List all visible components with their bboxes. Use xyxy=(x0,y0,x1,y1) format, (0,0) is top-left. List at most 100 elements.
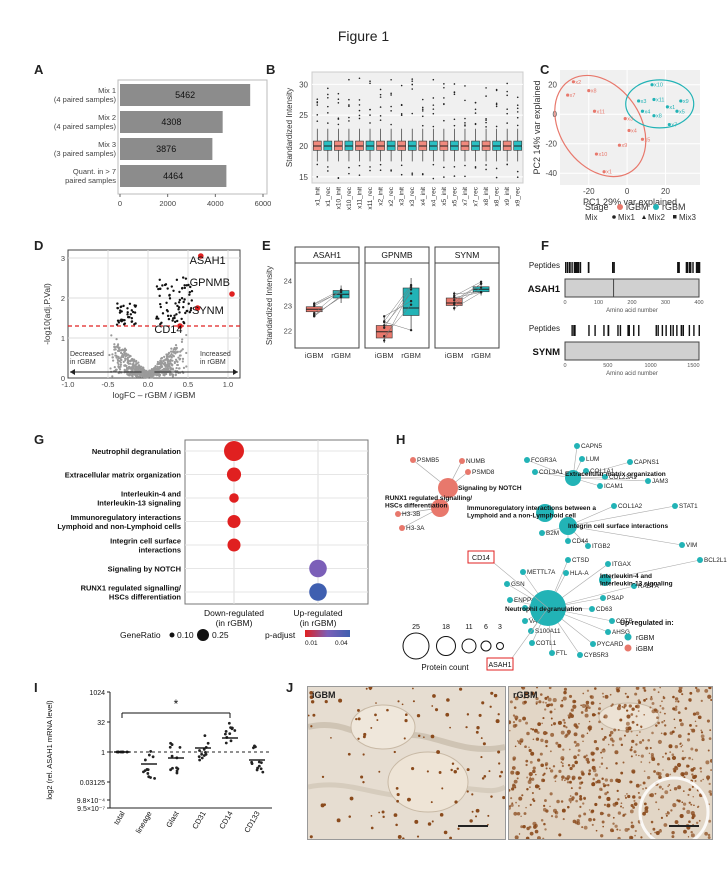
significant-point xyxy=(134,304,138,307)
significant-point xyxy=(177,301,181,304)
outlier-point xyxy=(348,166,350,169)
data-point xyxy=(175,769,179,773)
stain-dot xyxy=(648,761,651,764)
peptide-mark xyxy=(575,262,578,273)
stain-dot xyxy=(660,816,664,819)
network-node xyxy=(549,650,555,656)
data-point xyxy=(175,366,178,370)
point-label: x9 xyxy=(683,99,689,105)
data-point xyxy=(161,368,165,372)
stain-dot xyxy=(407,797,411,802)
legend-title-mix: Mix xyxy=(585,213,597,222)
stain-dot xyxy=(658,775,662,780)
stain-dot xyxy=(518,719,522,723)
stain-dot xyxy=(580,734,585,738)
peptide-mark xyxy=(568,262,571,273)
stain-dot xyxy=(661,721,664,724)
stain-dot xyxy=(609,737,614,741)
color-bar-label: 0.04 xyxy=(335,640,348,647)
hub-label: Neutrophil degranulation xyxy=(505,606,582,613)
stain-dot xyxy=(617,728,620,731)
data-point xyxy=(566,93,570,97)
stain-dot xyxy=(438,771,442,774)
stain-dot xyxy=(605,767,608,770)
stain-dot xyxy=(571,764,576,768)
stain-dot xyxy=(682,750,684,752)
peptide-mark xyxy=(574,262,576,273)
data-point xyxy=(164,363,167,366)
stain-dot xyxy=(560,761,563,763)
point-label: x10 xyxy=(654,83,663,89)
stain-dot xyxy=(568,797,573,802)
stain-dot xyxy=(338,698,343,703)
stain-dot xyxy=(543,804,546,807)
network-edge xyxy=(572,477,649,482)
significant-point xyxy=(181,286,184,290)
peptide-mark xyxy=(617,325,619,336)
stain-dot xyxy=(662,695,665,698)
gene-label: PYCARD xyxy=(597,641,624,648)
outlier-point xyxy=(369,108,371,111)
stain-dot xyxy=(599,766,601,768)
y-axis-label: Standardized Intensity xyxy=(265,266,274,345)
y-axis-label: PC2 14% var explained xyxy=(532,80,542,174)
stain-dot xyxy=(549,805,551,808)
stain-dot xyxy=(498,774,502,778)
data-point xyxy=(121,352,124,356)
gene-label: LUM xyxy=(586,456,599,463)
significant-point xyxy=(187,302,190,305)
stain-dot xyxy=(640,754,644,758)
legend-size-label: 0.25 xyxy=(212,630,229,640)
highlight-point xyxy=(194,305,201,311)
stain-dot xyxy=(518,804,520,807)
stain-dot xyxy=(709,792,712,796)
peptide-mark xyxy=(603,325,605,336)
stain-dot xyxy=(535,696,539,701)
stain-dot xyxy=(489,705,492,708)
stain-dot xyxy=(586,760,590,764)
outlier-point xyxy=(453,175,456,177)
stain-dot xyxy=(588,769,592,772)
significant-point xyxy=(161,312,165,315)
stain-dot xyxy=(690,830,693,834)
point-label: x2 xyxy=(575,80,581,86)
stain-dot xyxy=(681,744,684,747)
stain-dot xyxy=(574,760,578,765)
stain-dot xyxy=(549,750,552,753)
stain-dot xyxy=(630,730,633,733)
data-point xyxy=(117,363,120,366)
peptide-mark xyxy=(638,325,640,336)
data-point xyxy=(117,365,120,368)
network-node xyxy=(565,538,571,544)
stain-dot xyxy=(639,731,641,733)
stain-dot xyxy=(614,824,618,828)
bar-value-label: 5462 xyxy=(175,90,195,100)
outlier-point xyxy=(506,94,508,97)
stain-dot xyxy=(431,820,434,823)
stain-dot xyxy=(708,737,712,741)
stain-dot xyxy=(604,694,609,699)
point-label: x11 xyxy=(656,97,664,103)
plot-background xyxy=(311,71,524,184)
stain-dot xyxy=(684,707,688,710)
data-point xyxy=(168,365,171,368)
data-point xyxy=(313,314,316,318)
paired-line xyxy=(383,284,412,322)
stain-dot xyxy=(598,795,602,799)
stain-dot xyxy=(432,694,436,698)
stain-dot xyxy=(336,818,341,823)
data-point xyxy=(111,375,114,378)
stain-dot xyxy=(630,836,634,839)
significant-point xyxy=(190,299,193,302)
significant-point xyxy=(174,302,177,305)
stain-dot xyxy=(690,728,692,731)
legend-swatch xyxy=(624,633,632,641)
stain-dot xyxy=(681,693,684,696)
data-point xyxy=(124,357,127,360)
stain-dot xyxy=(569,801,572,804)
stain-dot xyxy=(465,726,468,729)
significant-point xyxy=(178,290,181,294)
stain-dot xyxy=(516,777,519,780)
